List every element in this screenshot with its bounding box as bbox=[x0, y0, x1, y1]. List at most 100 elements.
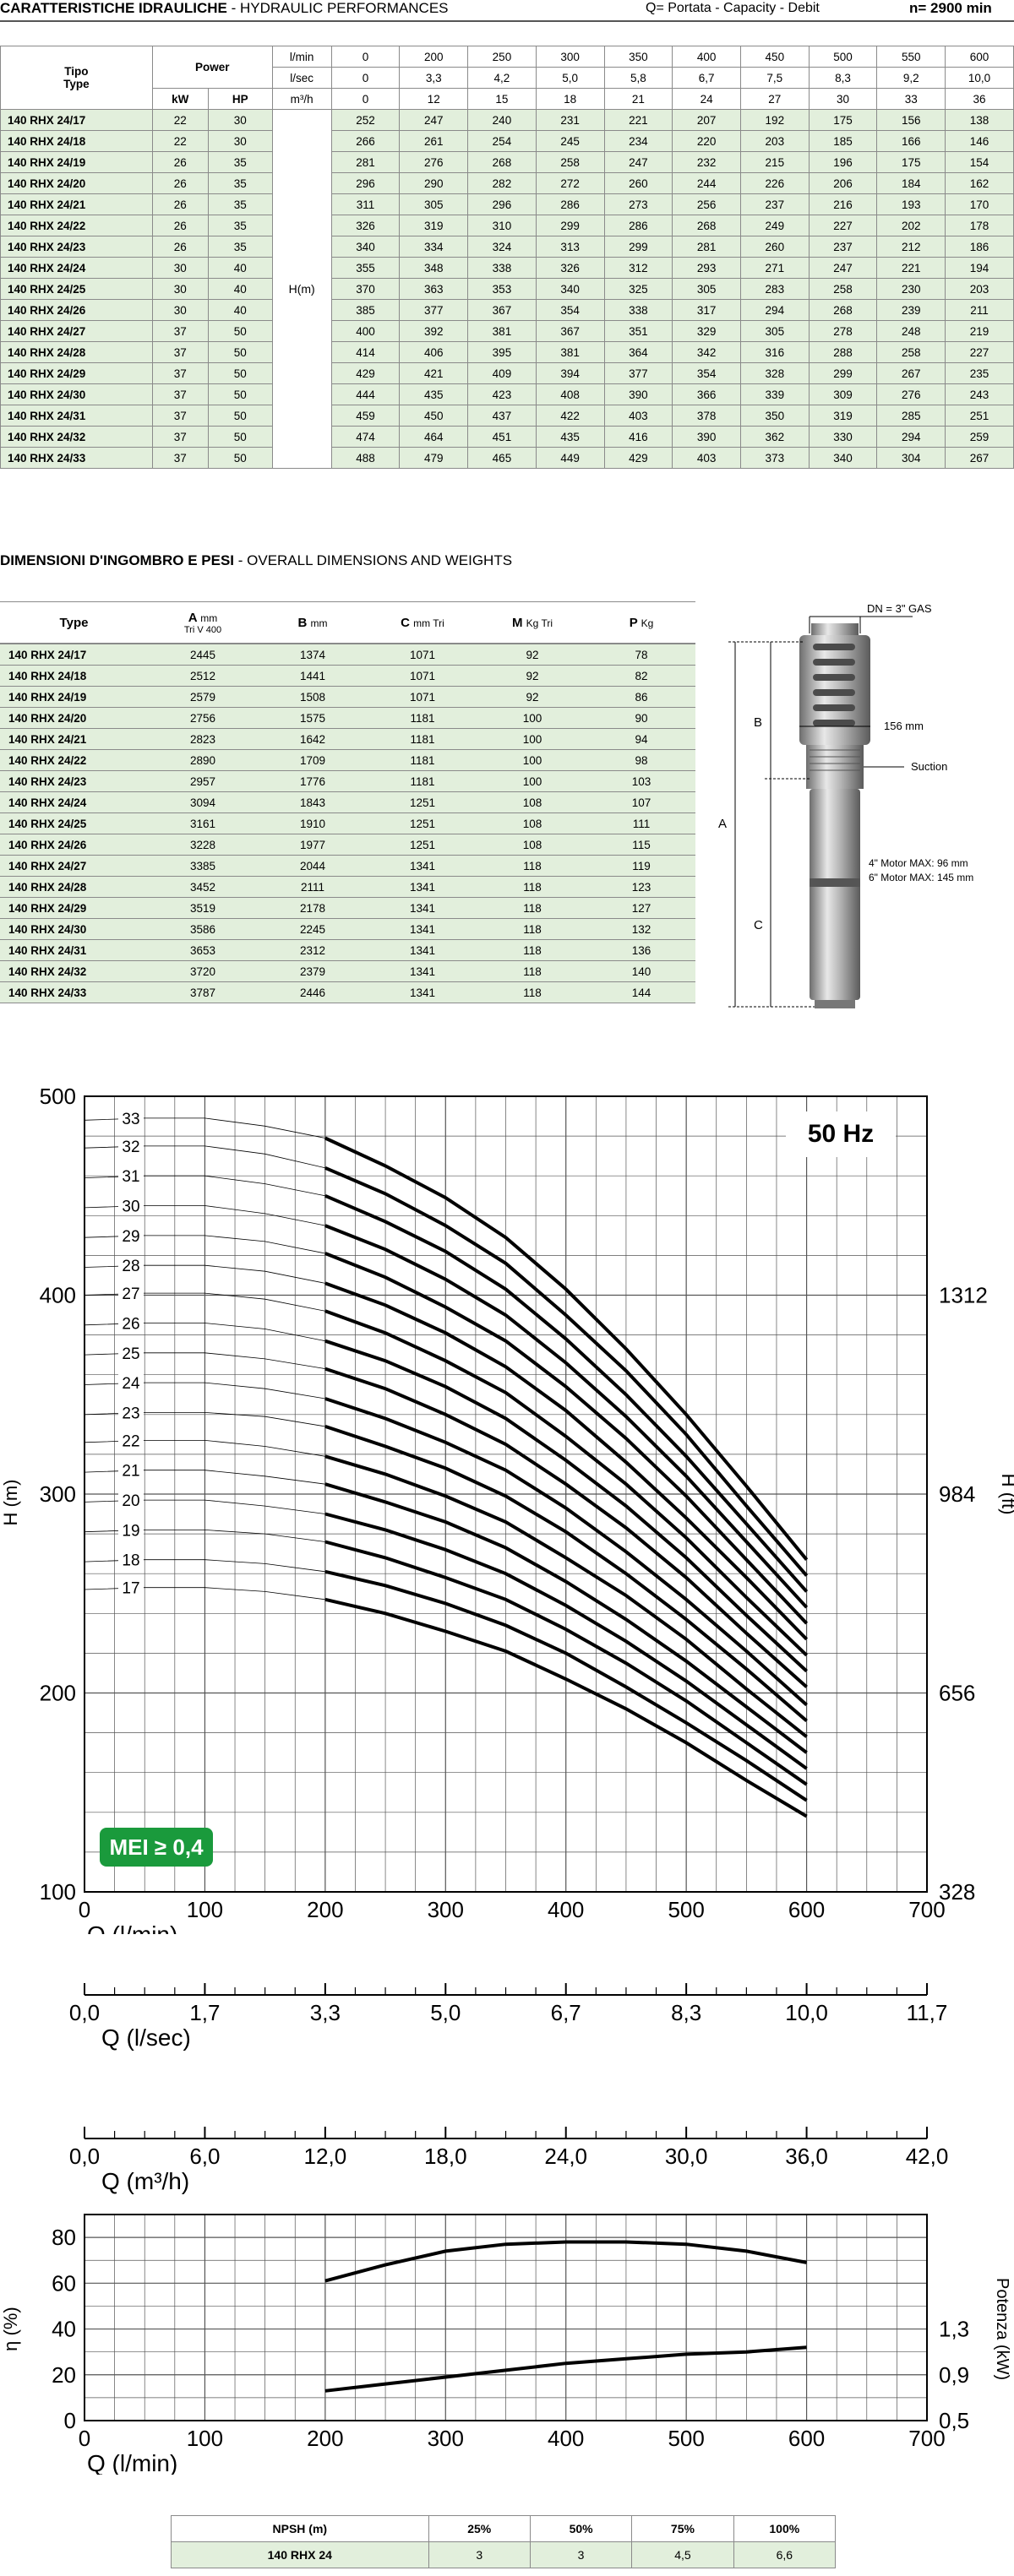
table-row: 140 RHX 24/31 37 50 459 450 437 422 403 378 350 31… bbox=[0, 405, 1014, 427]
dim-a-value: 3161 bbox=[148, 812, 258, 834]
y-right-tick-label: 656 bbox=[939, 1681, 975, 1706]
head-value: 305 bbox=[672, 278, 741, 300]
table-row: 140 RHX 24/19 2579 1508 1071 92 86 bbox=[0, 686, 695, 708]
head-value: 435 bbox=[399, 383, 469, 405]
head-value: 268 bbox=[467, 151, 537, 173]
model-type: 140 RHX 24/28 bbox=[0, 341, 153, 363]
stage-label-bg bbox=[118, 1313, 144, 1333]
head-value: 252 bbox=[330, 109, 401, 131]
stage-label-bg bbox=[118, 1166, 144, 1186]
head-unit-label: H(m) bbox=[271, 109, 332, 469]
head-value: 310 bbox=[467, 215, 537, 236]
power-kw: 30 bbox=[151, 278, 209, 300]
table-row: 140 RHX 24/33 3787 2446 1341 118 144 bbox=[0, 981, 695, 1003]
stage-label-bg bbox=[118, 1256, 144, 1275]
head-value: 286 bbox=[535, 193, 605, 215]
grid bbox=[84, 1095, 928, 1893]
head-value: 409 bbox=[467, 362, 537, 384]
y-right-tick-label: 1,3 bbox=[939, 2317, 969, 2342]
head-value: 259 bbox=[945, 426, 1014, 448]
stage-label: 18 bbox=[122, 1552, 139, 1570]
plot-frame bbox=[84, 2214, 928, 2421]
head-value: 353 bbox=[467, 278, 537, 300]
npsh-pct-100: 100% bbox=[733, 2515, 837, 2542]
head-value: 429 bbox=[330, 362, 401, 384]
model-type: 140 RHX 24/29 bbox=[0, 897, 148, 919]
power-hp: 30 bbox=[207, 109, 273, 131]
stage-label: 25 bbox=[122, 1345, 139, 1363]
head-value: 219 bbox=[945, 320, 1014, 342]
curve-19 bbox=[324, 1540, 808, 1786]
stage-label: 22 bbox=[122, 1432, 139, 1450]
dim-m-value: 118 bbox=[477, 960, 587, 982]
head-value: 273 bbox=[603, 193, 673, 215]
pump-drawing: DN = 3" GAS A B C 156 mm Suction 4" Moto… bbox=[718, 602, 973, 1008]
head-value: 354 bbox=[535, 299, 605, 321]
x-tick-label: 700 bbox=[908, 1897, 945, 1922]
head-value: 244 bbox=[672, 172, 741, 194]
y-axis-label: H (m) bbox=[0, 1480, 21, 1526]
model-type: 140 RHX 24/32 bbox=[0, 426, 153, 448]
y-tick-label: 300 bbox=[40, 1481, 76, 1507]
frequency-label: 50 Hz bbox=[786, 1111, 896, 1157]
scale-tick-label: 36,0 bbox=[785, 2144, 828, 2169]
y-tick-label: 200 bbox=[40, 1681, 76, 1706]
dim-p-value: 127 bbox=[587, 897, 695, 919]
head-value: 377 bbox=[603, 362, 673, 384]
head-value: 240 bbox=[467, 109, 537, 131]
head-value: 406 bbox=[399, 341, 469, 363]
dim-c-value: 1341 bbox=[368, 855, 477, 877]
npsh-table: NPSH (m) 25% 50% 75% 100% 140 RHX 24 3 3… bbox=[171, 2515, 837, 2568]
head-value: 234 bbox=[603, 130, 673, 152]
dia-label: 156 mm bbox=[884, 720, 924, 732]
head-value: 305 bbox=[739, 320, 810, 342]
x-tick-label: 700 bbox=[908, 2426, 945, 2451]
head-value: 258 bbox=[876, 341, 946, 363]
model-type: 140 RHX 24/21 bbox=[0, 728, 148, 750]
table-row: 140 RHX 24/21 26 35 311 305 296 286 273 256 237 21… bbox=[0, 193, 1014, 215]
stage-label: 30 bbox=[122, 1198, 139, 1216]
stage-label: 26 bbox=[122, 1315, 139, 1333]
scale-tick-label: 18,0 bbox=[424, 2144, 467, 2169]
table-row: 140 RHX 24/29 3519 2178 1341 118 127 bbox=[0, 897, 695, 919]
head-value: 226 bbox=[739, 172, 810, 194]
table-row: 140 RHX 24/26 3228 1977 1251 108 115 bbox=[0, 834, 695, 856]
q-m3h-cell: 0 bbox=[330, 88, 401, 110]
scale-tick-label: 42,0 bbox=[906, 2144, 949, 2169]
table-row: 140 RHX 24/22 26 35 326 319 310 299 286 268 249 22… bbox=[0, 215, 1014, 236]
head-value: 178 bbox=[945, 215, 1014, 236]
q-lsec-cell: 7,5 bbox=[739, 67, 810, 89]
speed-label: n= 2900 min bbox=[909, 0, 992, 16]
power-hp: 50 bbox=[207, 341, 273, 363]
stage-label-bg bbox=[118, 1578, 144, 1597]
stage-label-bg bbox=[118, 1550, 144, 1569]
head-value: 154 bbox=[945, 151, 1014, 173]
head-value: 373 bbox=[739, 447, 810, 469]
head-value: 138 bbox=[945, 109, 1014, 131]
dim-b-value: 1910 bbox=[258, 812, 368, 834]
unit-lsec: l/sec bbox=[271, 67, 332, 89]
head-value: 299 bbox=[808, 362, 878, 384]
head-value: 403 bbox=[603, 405, 673, 427]
head-value: 340 bbox=[330, 236, 401, 258]
head-value: 272 bbox=[535, 172, 605, 194]
curves: 17 18 19 20 21 22 23 24 25 26 27 28 29 30 31 32 33 bbox=[84, 1108, 809, 1818]
perf-type-header: Tipo Type bbox=[0, 46, 153, 110]
scale-tick-label: 6,0 bbox=[189, 2144, 220, 2169]
dims-type-header: Type bbox=[0, 601, 148, 644]
stage-label: 23 bbox=[122, 1405, 139, 1422]
head-value: 227 bbox=[808, 215, 878, 236]
head-value: 364 bbox=[603, 341, 673, 363]
table-row: 140 RHX 24/30 3586 2245 1341 118 132 bbox=[0, 918, 695, 940]
head-value: 166 bbox=[876, 130, 946, 152]
model-type: 140 RHX 24/28 bbox=[0, 876, 148, 898]
dim-b-value: 1709 bbox=[258, 749, 368, 771]
stage-label-bg bbox=[118, 1491, 144, 1510]
curve-17 bbox=[324, 1597, 808, 1818]
dims-c-unit: mm Tri bbox=[413, 617, 444, 629]
npsh-value-25: 3 bbox=[428, 2541, 531, 2568]
x-tick-label: 100 bbox=[187, 1897, 223, 1922]
dim-c-value: 1181 bbox=[368, 707, 477, 729]
head-value: 235 bbox=[945, 362, 1014, 384]
